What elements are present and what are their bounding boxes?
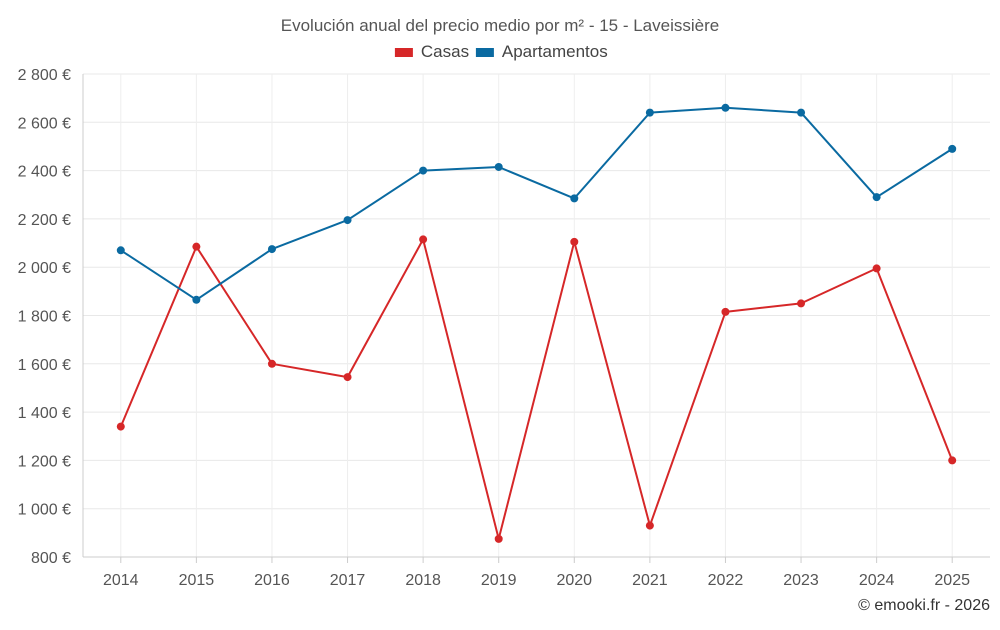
x-tick-label: 2020 [556, 572, 592, 589]
y-tick-label: 1 400 € [18, 405, 71, 422]
data-point-casas [645, 521, 654, 530]
legend-swatch-apartamentos [475, 48, 494, 57]
y-tick-label: 2 200 € [18, 212, 71, 229]
x-tick-label: 2022 [708, 572, 744, 589]
y-tick-label: 2 400 € [18, 164, 71, 181]
data-point-casas [494, 534, 503, 543]
x-tick-label: 2019 [481, 572, 517, 589]
credit-text: © emooki.fr - 2026 [858, 597, 990, 614]
data-point-apartamentos [948, 144, 957, 153]
data-point-apartamentos [267, 245, 276, 254]
data-point-apartamentos [192, 295, 201, 304]
legend-swatch-casas [394, 48, 413, 57]
y-tick-label: 800 € [31, 550, 71, 567]
x-tick-label: 2025 [934, 572, 970, 589]
legend-label-casas: Casas [421, 42, 469, 61]
y-tick-label: 2 000 € [18, 260, 71, 277]
data-point-apartamentos [645, 108, 654, 117]
gridlines [83, 73, 990, 557]
y-tick-label: 1 800 € [18, 309, 71, 326]
data-point-apartamentos [721, 103, 730, 112]
data-point-apartamentos [570, 194, 579, 203]
y-tick-label: 1 000 € [18, 502, 71, 519]
data-point-casas [419, 235, 428, 244]
data-point-casas [116, 422, 125, 431]
data-point-apartamentos [494, 162, 503, 171]
y-tick-label: 2 600 € [18, 115, 71, 132]
y-tick-label: 2 800 € [18, 67, 71, 84]
y-tick-label: 1 200 € [18, 453, 71, 470]
data-point-apartamentos [872, 193, 881, 202]
y-tick-label: 1 600 € [18, 357, 71, 374]
data-point-casas [267, 359, 276, 368]
data-point-casas [192, 242, 201, 251]
series-line-casas [119, 238, 954, 540]
data-point-casas [343, 373, 352, 382]
series-apartamentos [116, 103, 957, 304]
data-point-casas [570, 237, 579, 246]
chart-title: Evolución anual del precio medio por m² … [281, 16, 719, 35]
series-line-apartamentos [120, 106, 953, 301]
data-point-apartamentos [797, 108, 806, 117]
data-point-casas [948, 456, 957, 465]
x-tick-label: 2023 [783, 572, 819, 589]
legend: Casas Apartamentos [394, 42, 608, 61]
x-tick-label: 2024 [859, 572, 895, 589]
x-tick-label: 2014 [103, 572, 139, 589]
data-point-casas [872, 264, 881, 273]
axes: 800 € 1 000 € 1 200 € 1 400 € 1 600 € 1 800 €… [18, 67, 990, 589]
data-point-apartamentos [419, 166, 428, 175]
x-tick-label: 2018 [405, 572, 441, 589]
x-tick-label: 2016 [254, 572, 290, 589]
x-tick-label: 2021 [632, 572, 668, 589]
x-tick-label: 2015 [179, 572, 215, 589]
data-point-apartamentos [343, 216, 352, 225]
series-casas [116, 235, 957, 543]
legend-label-apartamentos: Apartamentos [502, 42, 608, 61]
data-point-casas [797, 299, 806, 308]
x-tick-label: 2017 [330, 572, 366, 589]
data-point-casas [721, 307, 730, 316]
data-point-apartamentos [116, 246, 125, 255]
series-layer [116, 103, 957, 543]
